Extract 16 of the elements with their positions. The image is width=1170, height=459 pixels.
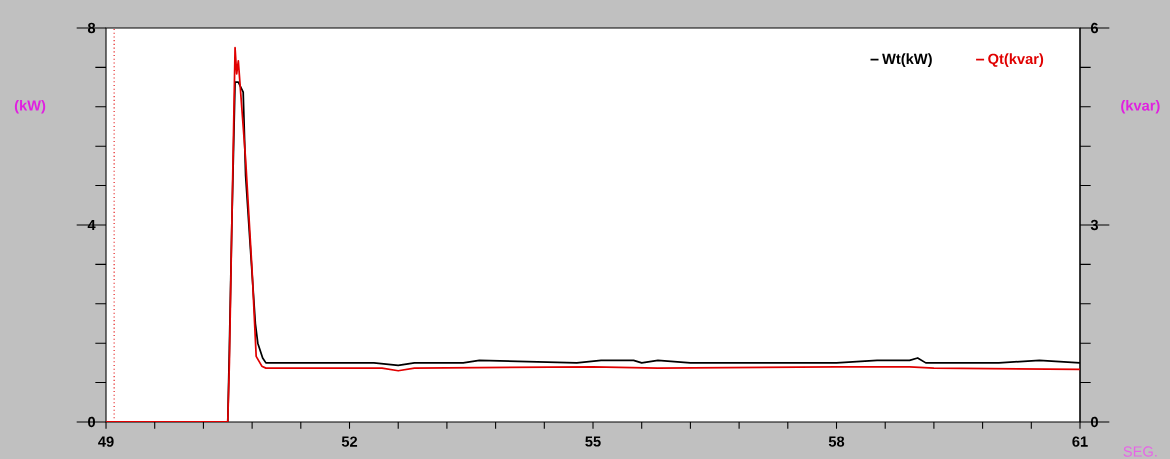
x-tick-label: 49 <box>98 436 114 447</box>
x-axis-title: SEG. <box>1123 446 1157 457</box>
legend-label: Wt(kW) <box>882 53 932 67</box>
y-axis-title: (kW) <box>14 99 46 114</box>
y2-axis-title: (kvar) <box>1121 99 1160 114</box>
x-tick-label: 61 <box>1072 436 1088 447</box>
y2-tick-label: 3 <box>1090 219 1099 231</box>
y-tick-label: 8 <box>87 22 96 34</box>
x-tick-label: 52 <box>341 436 358 447</box>
y2-tick-label: 0 <box>1090 416 1098 428</box>
x-tick-label: 55 <box>585 436 601 447</box>
x-tick-label: 58 <box>828 436 845 447</box>
legend-label: Qt(kvar) <box>988 53 1044 67</box>
y2-tick-label: 6 <box>1090 22 1099 34</box>
y-tick-label: 4 <box>87 219 96 231</box>
y-tick-label: 0 <box>88 416 96 428</box>
